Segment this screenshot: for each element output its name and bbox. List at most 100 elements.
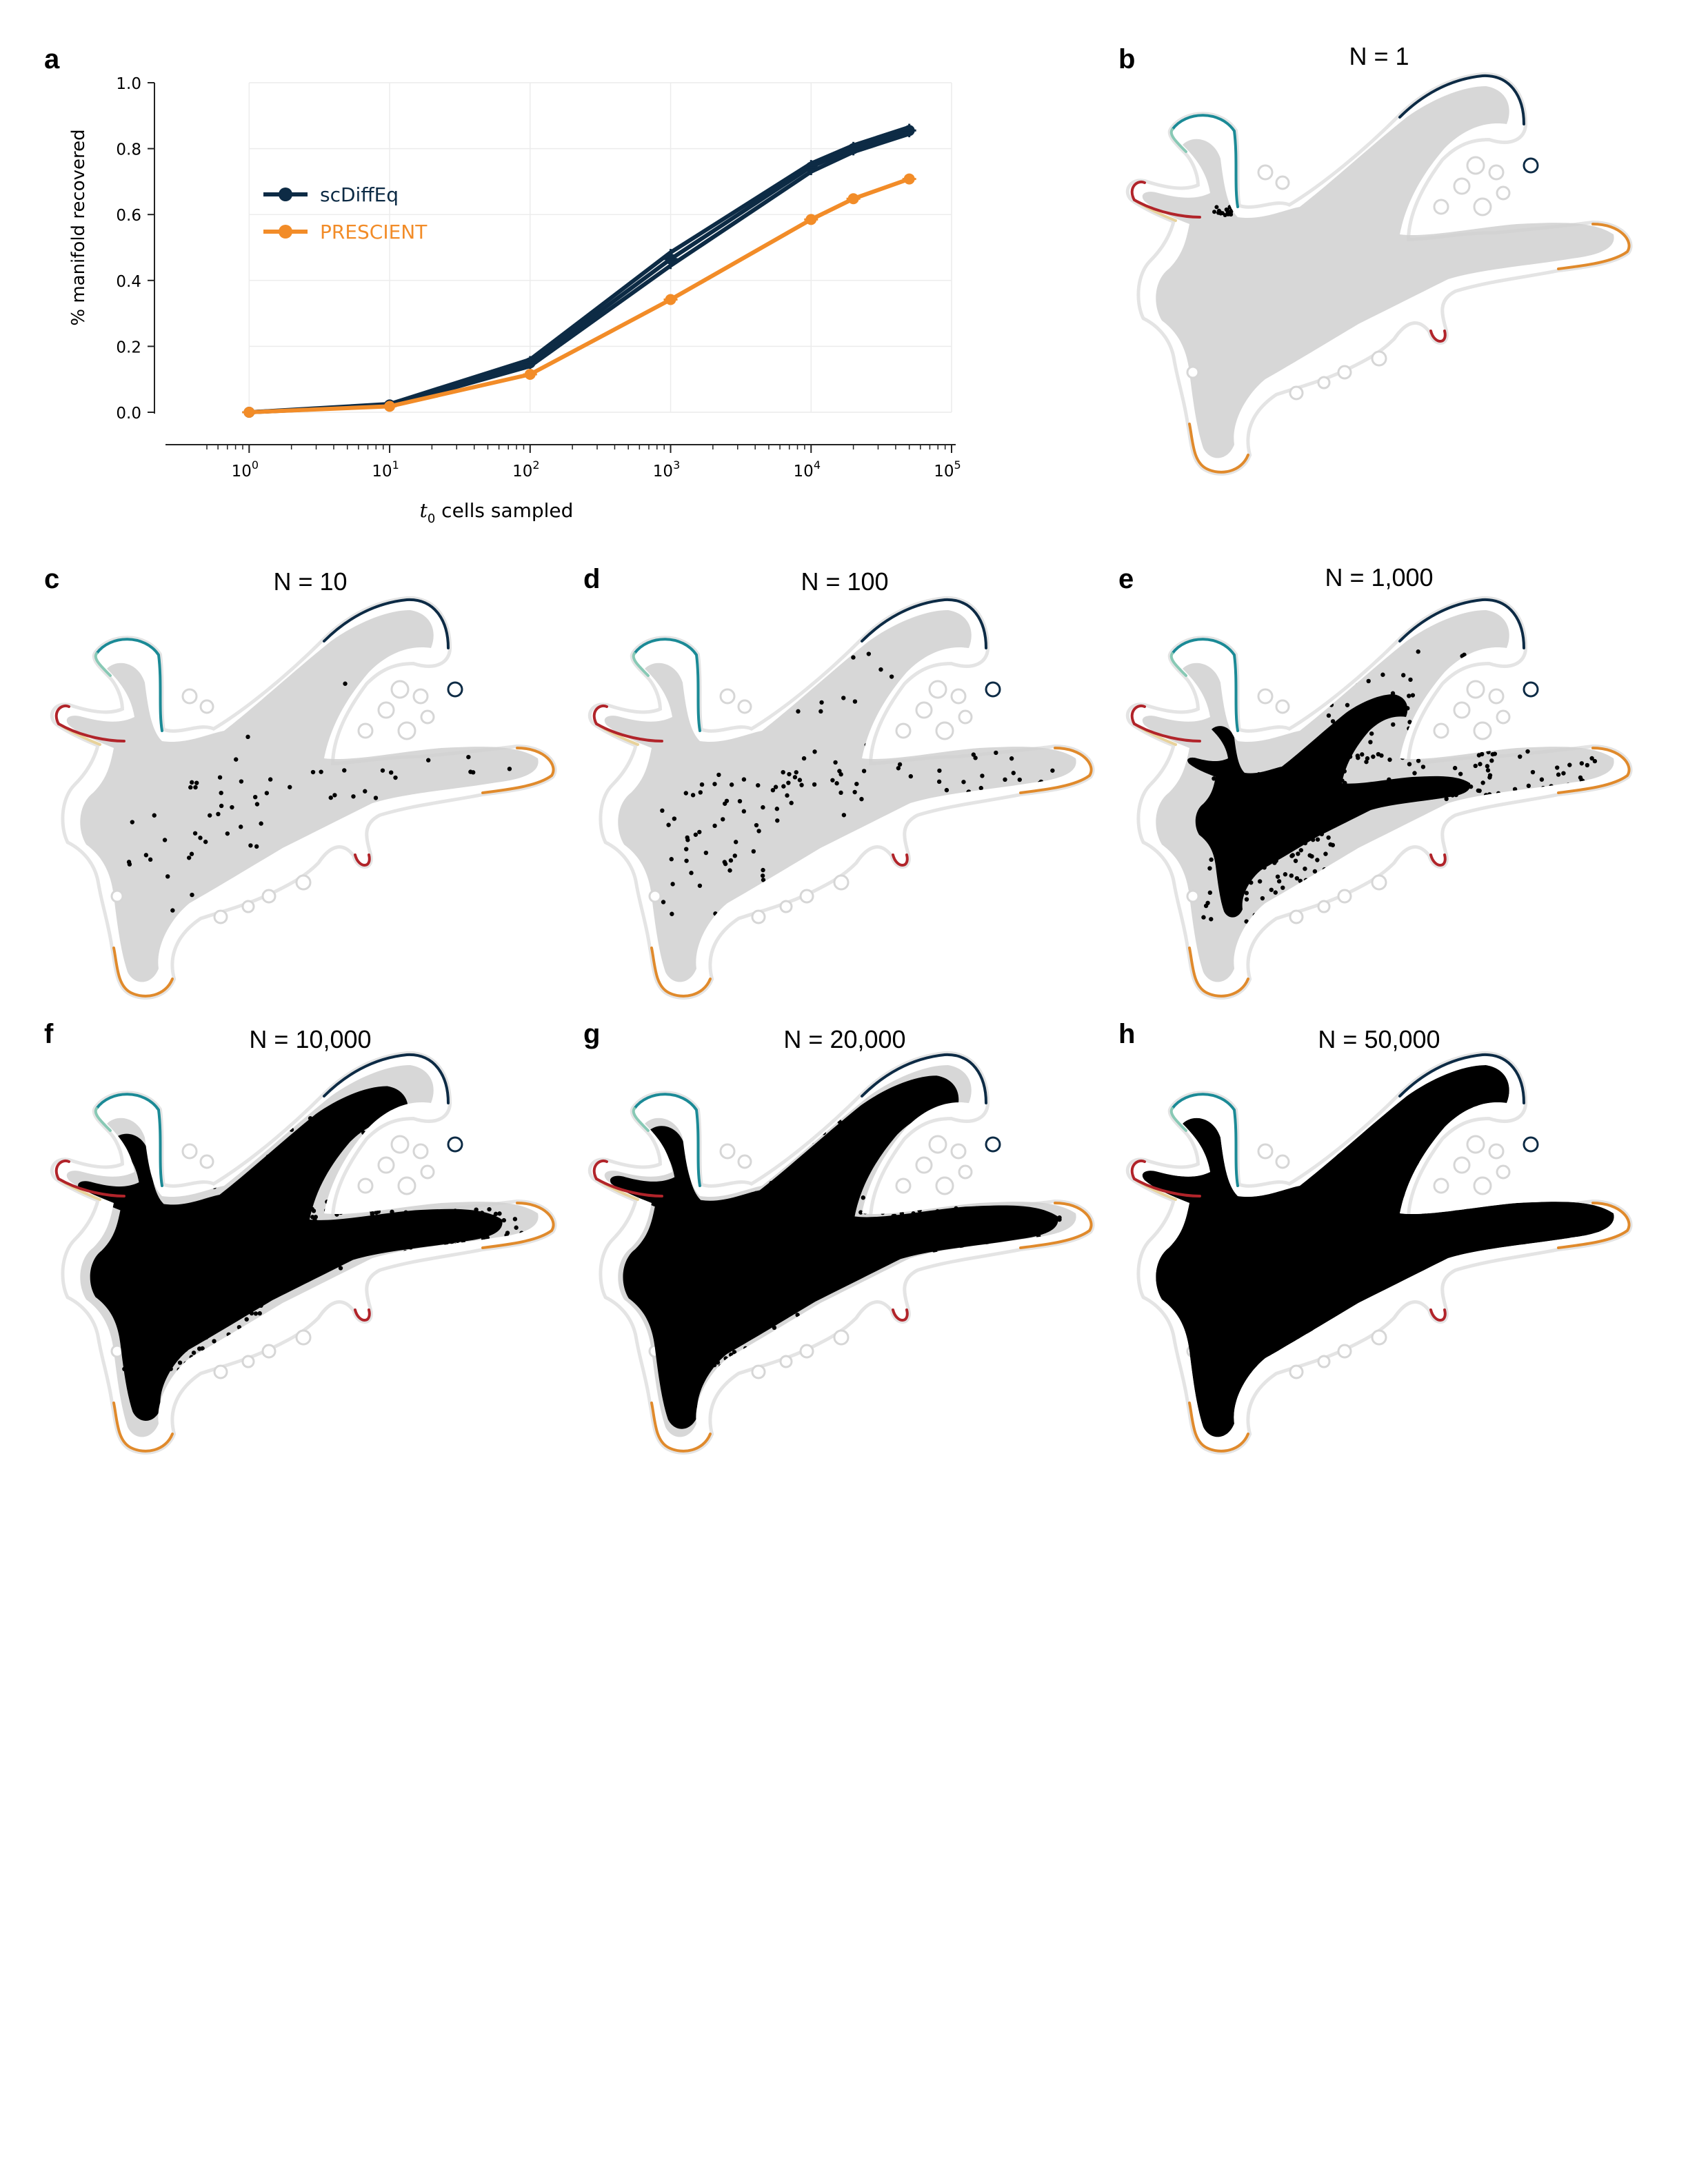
- series-line-scdiffeq-rep2: [249, 132, 910, 414]
- sampled-cell: [334, 1146, 339, 1151]
- sampled-cell: [1346, 1103, 1351, 1108]
- sampled-cell: [139, 1341, 144, 1346]
- sampled-cell: [1271, 842, 1276, 847]
- sampled-cell: [761, 878, 766, 882]
- sampled-cell: [1300, 1248, 1305, 1253]
- sampled-cell: [222, 651, 227, 657]
- sampled-cell: [666, 1237, 671, 1242]
- outline-orange-bottom: [650, 947, 712, 998]
- outline-navy-ring: [447, 681, 463, 698]
- sampled-cell: [1287, 1304, 1293, 1309]
- sampled-cell: [436, 1219, 442, 1224]
- sampled-cell: [1251, 858, 1256, 862]
- sampled-cell: [715, 1255, 720, 1261]
- sampled-cell: [310, 769, 316, 775]
- sampled-cell: [1387, 757, 1392, 762]
- sampled-cell: [389, 1269, 394, 1275]
- sampled-cell: [181, 1339, 187, 1344]
- sampled-cell: [921, 1220, 927, 1225]
- sampled-cell: [190, 1276, 194, 1282]
- sampled-cell: [1212, 776, 1216, 781]
- sampled-cell: [1270, 1315, 1276, 1320]
- sampled-cell: [134, 1355, 139, 1360]
- sampled-cell: [812, 782, 817, 787]
- sampled-cell: [1244, 891, 1249, 896]
- sampled-cell: [342, 768, 347, 773]
- sampled-cell: [1283, 872, 1288, 877]
- sampled-cell: [1214, 1269, 1220, 1274]
- sampled-cell: [237, 1274, 242, 1279]
- sampled-cell: [705, 1304, 710, 1308]
- sampled-cell: [1462, 652, 1467, 657]
- sampled-cell: [187, 1342, 192, 1347]
- sampled-cell: [1244, 1249, 1249, 1254]
- sampled-cell: [136, 1277, 141, 1282]
- sampled-cell: [1530, 769, 1536, 775]
- sampled-cell: [678, 1277, 683, 1282]
- sampled-cell: [825, 1208, 830, 1213]
- sampled-cell: [148, 857, 153, 862]
- sampled-cell: [203, 1301, 208, 1306]
- sampled-cell: [174, 1243, 179, 1248]
- manifold-bubble: [737, 1154, 752, 1169]
- sampled-cell: [210, 1322, 215, 1327]
- sampled-cell: [1408, 1115, 1413, 1120]
- sampled-cell: [308, 1246, 313, 1251]
- sampled-cell: [207, 1308, 212, 1314]
- sampled-cell: [1328, 1365, 1334, 1371]
- sampled-cell: [1385, 1247, 1390, 1253]
- sampled-cell: [1317, 1131, 1323, 1137]
- sampled-cell: [1487, 773, 1493, 778]
- sampled-cell: [690, 1317, 695, 1322]
- manifold-cells: [604, 610, 1076, 982]
- sampled-cell: [1035, 1224, 1040, 1229]
- sampled-cell: [1488, 1173, 1493, 1178]
- sampled-cell: [686, 1299, 692, 1304]
- sampled-cell: [1436, 714, 1441, 718]
- sampled-cell: [850, 1121, 855, 1126]
- sampled-cell: [951, 1242, 956, 1248]
- sampled-cell: [1248, 1295, 1254, 1300]
- sampled-cell: [1366, 678, 1371, 684]
- sampled-cell: [188, 1280, 193, 1285]
- sampled-cell: [1260, 1323, 1265, 1328]
- sampled-cell: [660, 808, 665, 813]
- sampled-cell: [361, 1230, 366, 1235]
- sampled-cell: [1343, 785, 1347, 789]
- sampled-cell: [1324, 796, 1329, 800]
- sampled-cell: [1300, 1278, 1305, 1283]
- sampled-cell: [1397, 1260, 1402, 1265]
- sampled-cell: [264, 1179, 270, 1184]
- sampled-cell: [685, 1250, 690, 1255]
- sampled-cell: [772, 1205, 776, 1211]
- sampled-cell: [689, 1274, 694, 1279]
- sampled-cell: [1043, 1221, 1048, 1226]
- sampled-cell: [1571, 1216, 1576, 1221]
- sampled-cell: [190, 892, 194, 898]
- sampled-cell: [1385, 1211, 1389, 1215]
- sampled-cell: [1234, 845, 1239, 849]
- sampled-cell: [409, 1140, 414, 1145]
- sampled-cell: [1422, 1212, 1427, 1217]
- sampled-cell: [1434, 1206, 1438, 1212]
- y-tick-label: 0.4: [116, 273, 141, 291]
- sampled-cell: [1226, 818, 1232, 823]
- sampled-cell: [234, 757, 239, 762]
- sampled-cell: [936, 779, 942, 785]
- sampled-cell: [865, 1144, 870, 1149]
- legend-marker-scdiffeq: [279, 188, 292, 201]
- sampled-cell: [215, 1228, 221, 1234]
- sampled-cell: [479, 1211, 485, 1215]
- sampled-cell: [154, 1323, 159, 1328]
- sampled-cell: [794, 1252, 799, 1257]
- sampled-cell: [455, 1238, 460, 1243]
- sampled-cell: [790, 1225, 796, 1230]
- sampled-cell: [1301, 821, 1307, 827]
- sampled-cell: [189, 780, 194, 785]
- sampled-cell: [1294, 1286, 1299, 1292]
- sampled-cell: [214, 1256, 219, 1262]
- sampled-cell: [883, 1260, 887, 1265]
- sampled-cell: [223, 1297, 228, 1302]
- sampled-cell: [253, 1311, 259, 1316]
- sampled-cell: [209, 1268, 214, 1273]
